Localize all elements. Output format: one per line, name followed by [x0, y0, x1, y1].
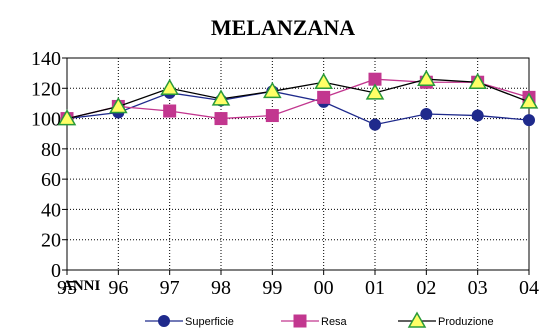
data-point-produzione: [160, 78, 179, 96]
data-point-produzione: [109, 96, 128, 114]
x-tick-label: 00: [314, 277, 334, 299]
data-point-superficie: [420, 108, 433, 121]
plot-area-frame: [66, 57, 530, 271]
data-point-resa: [317, 90, 331, 104]
data-point-produzione: [314, 72, 333, 89]
x-tick-label: 02: [416, 277, 436, 299]
series-line-superficie: [66, 90, 530, 126]
y-tick-label: 40: [41, 199, 61, 221]
grid: [67, 58, 529, 270]
y-tick-label: 100: [31, 109, 61, 131]
y-tick-label: 20: [41, 230, 61, 252]
data-point-produzione: [211, 89, 231, 106]
data-point-produzione: [468, 72, 487, 89]
legend-label: Produzione: [438, 316, 494, 328]
legend-item-resa: Resa: [281, 314, 348, 328]
legend-label: Superficie: [185, 316, 234, 328]
data-point-superficie: [471, 109, 484, 122]
y-tick-label: 60: [41, 169, 61, 191]
series-line-produzione: [66, 78, 530, 120]
legend-marker: [293, 314, 307, 328]
y-tick-label: 140: [31, 48, 61, 70]
data-point-resa: [265, 109, 279, 123]
x-tick-label: 04: [519, 277, 539, 299]
legend-item-superficie: Superficie: [145, 315, 234, 328]
y-tick-label: 120: [31, 78, 61, 100]
data-point-produzione: [57, 109, 77, 126]
data-point-superficie: [369, 118, 381, 131]
y-tick-label: 0: [51, 260, 61, 282]
x-axis-label: ANNI: [62, 278, 100, 294]
y-tick-label: 80: [41, 139, 61, 161]
x-tick-label: 99: [262, 277, 282, 299]
data-point-produzione: [519, 92, 539, 109]
y-axis: 0 20 40 60 80 100 120 140: [31, 48, 67, 282]
data-point-resa: [163, 104, 177, 118]
x-tick-label: 96: [108, 277, 128, 299]
data-point-resa: [214, 112, 228, 126]
x-axis: 95 96 97 98 99 00 01 02 03 04: [57, 270, 539, 299]
legend-marker: [158, 315, 170, 327]
x-tick-label: 98: [211, 277, 231, 299]
legend-label: Resa: [321, 316, 348, 328]
x-tick-label: 97: [160, 277, 180, 299]
data-point-produzione: [365, 83, 385, 100]
legend-marker: [407, 311, 427, 328]
data-point-produzione: [417, 69, 436, 86]
x-tick-label: 95: [57, 277, 77, 299]
series-group: [57, 69, 539, 131]
chart-title: MELANZANA: [211, 15, 355, 40]
x-tick-label: 01: [365, 277, 385, 299]
data-point-produzione: [263, 81, 282, 99]
legend-item-produzione: Produzione: [398, 311, 494, 328]
data-point-superficie: [523, 114, 535, 127]
legend: Superficie Resa Produzione: [145, 311, 494, 328]
x-tick-label: 03: [468, 277, 488, 299]
series-produzione: [57, 69, 539, 126]
series-line-resa: [66, 78, 530, 120]
